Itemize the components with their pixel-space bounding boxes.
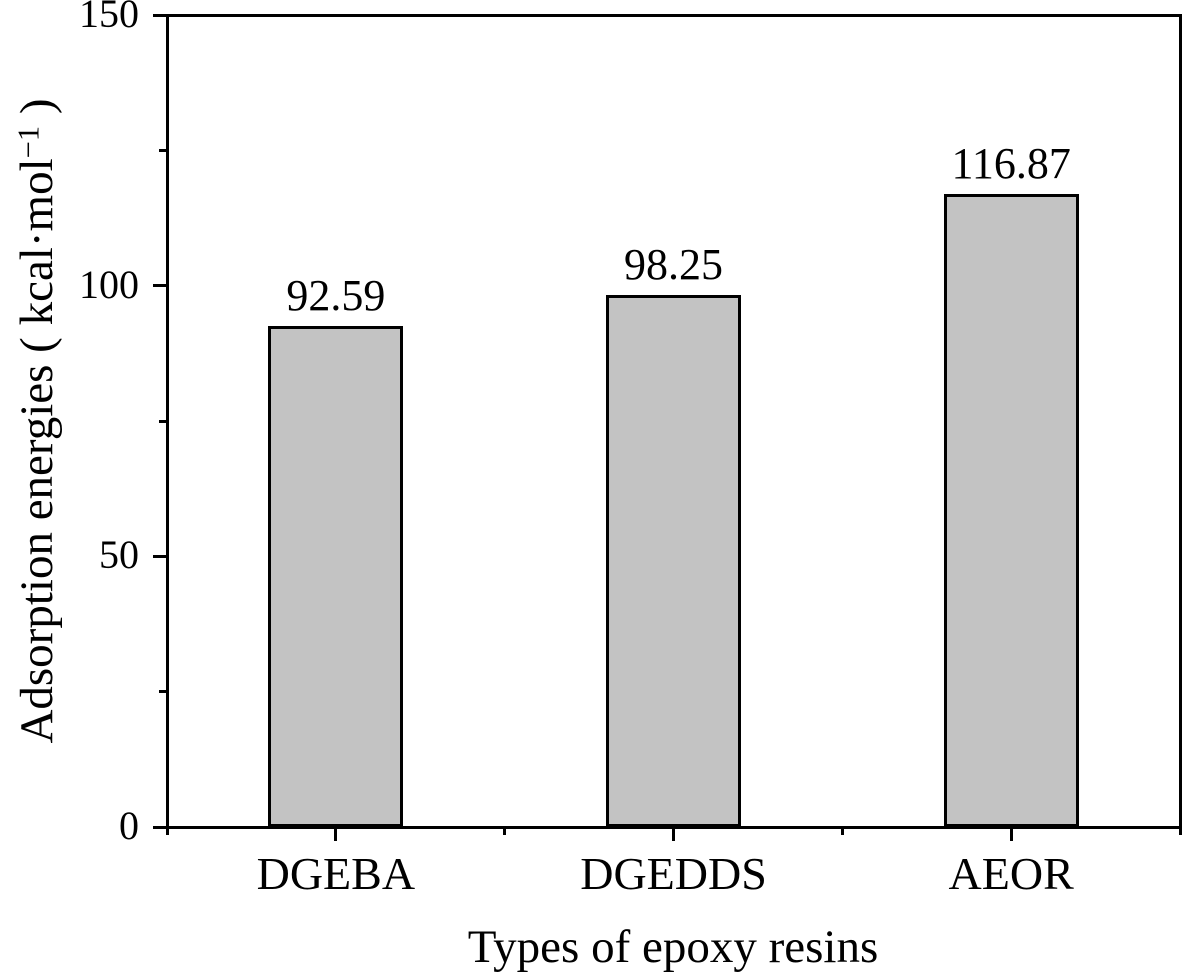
x-minor-tick [165, 827, 169, 835]
bar-value-label: 116.87 [951, 139, 1071, 189]
x-axis-title: Types of epoxy resins [467, 921, 879, 973]
y-minor-tick [159, 148, 167, 152]
x-minor-tick [840, 827, 844, 835]
y-axis-title-text: Adsorption energies ( kcal·mol−1 ) [11, 98, 64, 744]
y-minor-tick [159, 690, 167, 694]
y-major-tick [153, 825, 167, 829]
bar-value-label: 98.25 [624, 240, 723, 290]
x-tick-label: DGEBA [256, 848, 416, 899]
y-minor-tick [159, 419, 167, 423]
y-major-tick [153, 284, 167, 288]
x-tick-label: DGEDDS [580, 848, 767, 899]
bar-value-label: 92.59 [286, 270, 386, 320]
x-major-tick [672, 827, 675, 841]
x-minor-tick [503, 827, 507, 835]
x-major-tick [334, 827, 338, 841]
bar-dgeba [268, 325, 404, 827]
y-axis-title-superscript: −1 [11, 125, 46, 159]
y-tick-label: 50 [99, 532, 139, 578]
y-axis-title: Adsorption energies ( kcal·mol−1 ) [11, 98, 64, 744]
bar-dgedds [606, 295, 741, 827]
y-tick-label: 150 [79, 0, 139, 36]
y-tick-label: 100 [79, 261, 139, 307]
x-tick-label: AEOR [948, 848, 1074, 899]
y-major-tick [153, 554, 167, 558]
x-major-tick [1009, 827, 1013, 841]
x-minor-tick [1178, 827, 1182, 835]
y-major-tick [153, 13, 167, 17]
bar-aeor [943, 194, 1079, 827]
y-tick-label: 0 [119, 803, 139, 848]
